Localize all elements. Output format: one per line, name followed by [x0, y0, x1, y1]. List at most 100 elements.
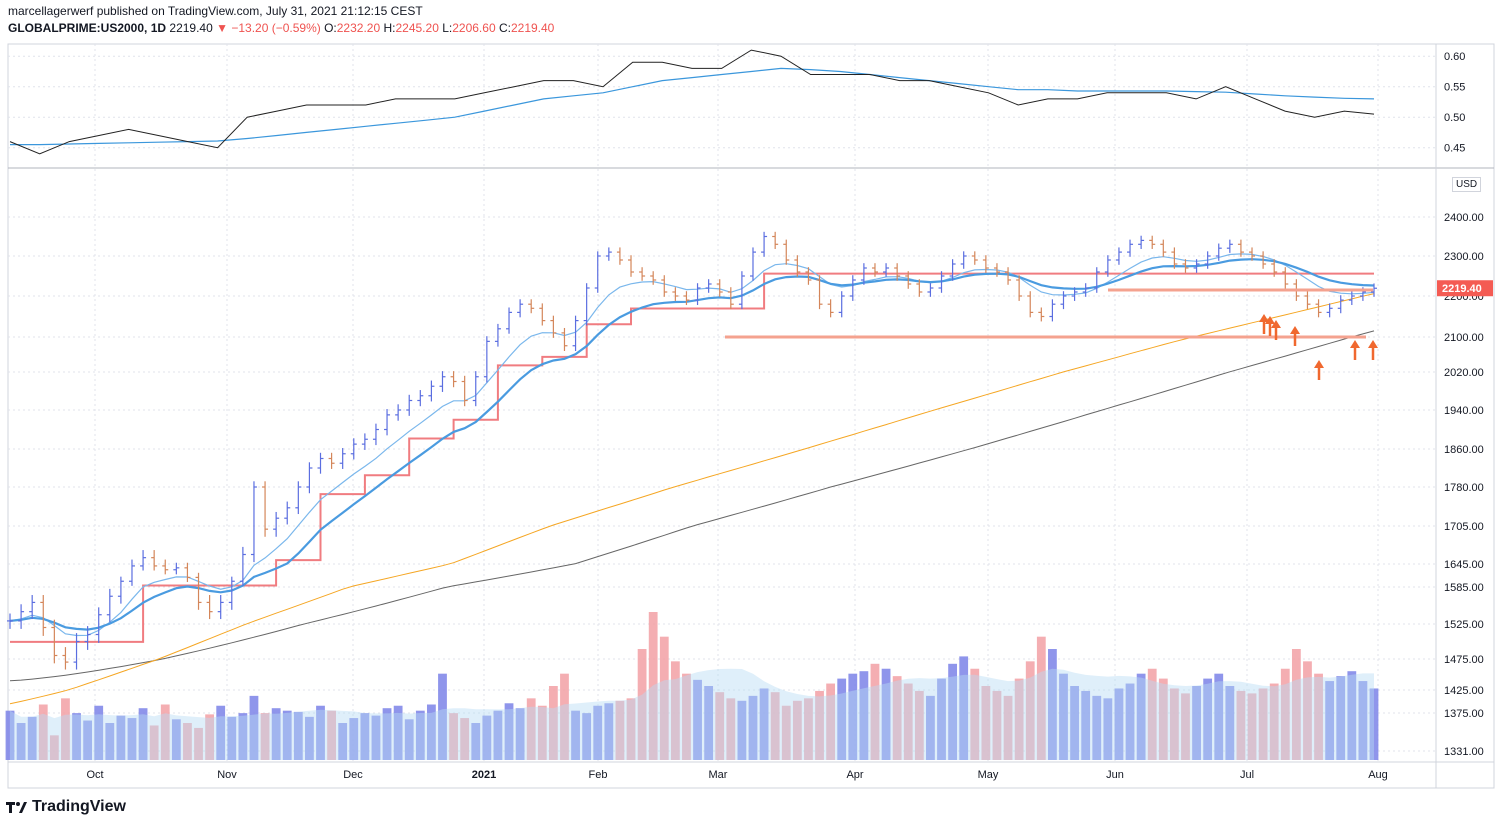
price-y-tick-label: 1705.00	[1444, 521, 1484, 533]
price-y-tick-label: 1940.00	[1444, 405, 1484, 417]
x-tick-label: Mar	[709, 769, 728, 781]
volume-bar	[659, 636, 669, 760]
volume-bar	[249, 695, 259, 760]
rs-y-tick-label: 0.45	[1444, 143, 1465, 155]
volume-bar	[449, 713, 458, 760]
volume-bar	[826, 683, 836, 760]
volume-bar	[1247, 693, 1257, 760]
chart-frame	[7, 43, 1495, 789]
rs-y-tick-label: 0.50	[1444, 112, 1465, 124]
annotation-arrow-head	[1350, 340, 1360, 348]
annotation-arrow-head	[1368, 340, 1378, 348]
volume-bar	[726, 698, 736, 760]
volume-bar	[5, 710, 15, 760]
tradingview-footer[interactable]: TradingView	[6, 798, 126, 816]
volume-bar	[1014, 678, 1024, 760]
volume-bar	[526, 698, 536, 760]
volume-bar	[1125, 683, 1135, 760]
volume-bar	[1092, 695, 1102, 760]
volume-bar	[349, 718, 359, 760]
volume-bar	[926, 695, 935, 760]
x-tick-label: Dec	[343, 769, 363, 781]
ema-fast-line	[9, 253, 1375, 637]
volume-bar	[460, 718, 470, 760]
volume-bar	[1325, 681, 1335, 760]
volume-bar	[138, 708, 148, 760]
volume-bar	[892, 676, 902, 760]
volume-bar	[914, 690, 924, 760]
price-y-tick-label: 1425.00	[1444, 685, 1484, 697]
ema-mid-line	[9, 258, 1375, 631]
volume-bar	[1214, 673, 1224, 760]
volume-bar	[804, 698, 813, 760]
low-label: L:	[442, 21, 453, 35]
volume-bar	[327, 710, 336, 760]
volume-average-area	[10, 668, 1374, 760]
high-value: 2245.20	[395, 21, 439, 35]
volume-bar	[360, 713, 370, 760]
volume-bar	[515, 708, 525, 760]
price-change: ▼ −13.20 (−0.59%)	[216, 21, 321, 35]
volume-bar	[626, 698, 636, 760]
low-value: 2206.60	[452, 21, 496, 35]
volume-bar	[970, 668, 980, 760]
volume-bar	[1114, 688, 1124, 760]
volume-bar	[338, 723, 348, 760]
last-price-tag-label: 2219.40	[1442, 283, 1482, 295]
ma-100-line	[9, 293, 1375, 705]
x-tick-label: Feb	[589, 769, 608, 781]
volume-bar	[393, 705, 403, 760]
annotation-arrow-head	[1314, 360, 1324, 368]
volume-bar	[116, 715, 126, 760]
x-tick-label: Jul	[1240, 769, 1254, 781]
last-price-tag	[1437, 280, 1493, 297]
volume-bar	[1158, 678, 1168, 760]
last-price: 2219.40	[169, 21, 213, 35]
symbol-name[interactable]: GLOBALPRIME:US2000, 1D	[8, 21, 167, 35]
volume-bar	[227, 716, 237, 760]
open-value: 2232.20	[336, 21, 381, 35]
volume-bar	[49, 735, 59, 760]
annotation-arrow-head	[1259, 314, 1269, 322]
price-y-tick-label: 1860.00	[1444, 444, 1484, 456]
volume-bar	[415, 710, 425, 760]
price-y-tick-label: 1525.00	[1444, 619, 1484, 631]
volume-bar	[1303, 661, 1312, 760]
x-tick-label: Aug	[1368, 769, 1388, 781]
volume-bar	[160, 704, 170, 760]
volume-bar	[1203, 678, 1213, 760]
volume-bar	[1336, 676, 1346, 760]
volume-bar	[1081, 690, 1091, 760]
symbol-line: GLOBALPRIME:US2000, 1D 2219.40 ▼ −13.20 …	[8, 21, 554, 35]
volume-bar	[870, 663, 880, 760]
volume-bar	[759, 688, 769, 760]
volume-bar	[282, 710, 292, 760]
currency-badge[interactable]: USD	[1452, 177, 1482, 192]
rs-y-tick-label: 0.55	[1444, 82, 1465, 94]
volume-bar	[715, 692, 725, 760]
volume-bar	[94, 705, 104, 760]
volume-bar	[1192, 686, 1201, 760]
volume-bar	[260, 713, 270, 760]
price-y-tick-label: 1375.00	[1444, 708, 1484, 720]
volume-bar	[1036, 636, 1046, 760]
x-tick-label: Apr	[846, 769, 863, 781]
volume-bar	[1280, 668, 1290, 760]
price-y-tick-label: 2400.00	[1444, 212, 1484, 224]
x-tick-label: Oct	[86, 769, 103, 781]
volume-bar	[482, 715, 492, 760]
volume-bar	[1147, 668, 1157, 760]
volume-bar	[1269, 683, 1279, 760]
volume-bar	[382, 708, 392, 760]
price-y-tick-label: 1645.00	[1444, 559, 1484, 571]
price-y-tick-label: 2100.00	[1444, 332, 1484, 344]
rs-moving-average-line	[10, 67, 1375, 146]
volume-bar	[837, 678, 847, 760]
volume-bar	[748, 695, 758, 760]
volume-bar	[792, 700, 802, 760]
volume-bar	[205, 714, 215, 760]
volume-bar	[571, 710, 580, 760]
annotation-arrow-head	[1290, 326, 1300, 334]
volume-bar	[1025, 661, 1035, 760]
